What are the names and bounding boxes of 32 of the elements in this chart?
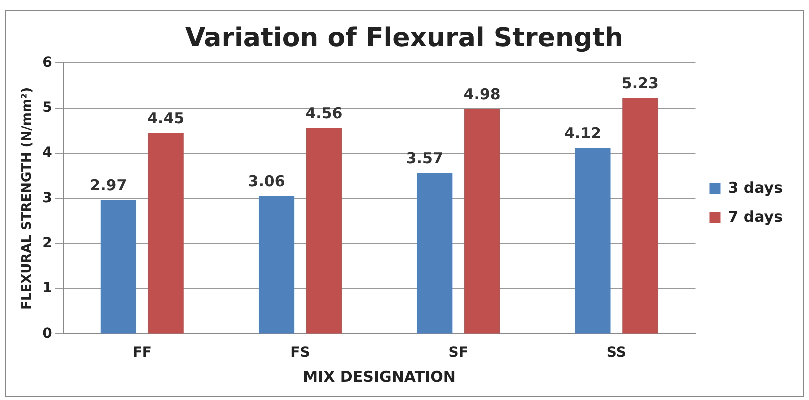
data-label: 5.23 xyxy=(622,74,659,92)
x-axis-title: MIX DESIGNATION xyxy=(303,368,456,386)
x-tick-label: SF xyxy=(448,345,468,362)
bar xyxy=(100,200,136,334)
legend-label: 7 days xyxy=(728,208,784,226)
bar xyxy=(148,133,184,334)
data-label: 2.97 xyxy=(90,176,128,194)
data-label: 3.06 xyxy=(248,172,286,190)
data-label: 4.98 xyxy=(464,86,501,104)
bar xyxy=(306,128,342,334)
y-tick-label: 6 xyxy=(42,54,52,71)
y-tick-label: 5 xyxy=(42,100,52,116)
data-label: 4.56 xyxy=(306,104,343,123)
bar xyxy=(464,109,500,334)
data-label: 4.12 xyxy=(564,124,602,143)
bar xyxy=(622,98,658,334)
bar xyxy=(417,172,453,334)
x-tick-label: FF xyxy=(132,345,152,362)
data-label: 3.57 xyxy=(406,149,444,168)
x-tick-label: FS xyxy=(290,345,310,362)
y-tick-label: 4 xyxy=(42,145,53,162)
bar xyxy=(258,196,295,334)
y-tick-label: 0 xyxy=(42,326,53,342)
y-tick-label: 3 xyxy=(42,190,52,206)
bar xyxy=(575,148,611,334)
data-label: 4.45 xyxy=(148,110,185,128)
y-axis-title: FLEXURAL STRENGTH (N/mm²) xyxy=(20,87,36,310)
legend-label: 3 days xyxy=(728,178,784,197)
y-tick-label: 2 xyxy=(42,236,52,252)
chart-title: Variation of Flexural Strength xyxy=(185,23,624,54)
x-tick-label: SS xyxy=(606,345,626,362)
y-tick-label: 1 xyxy=(42,280,52,297)
